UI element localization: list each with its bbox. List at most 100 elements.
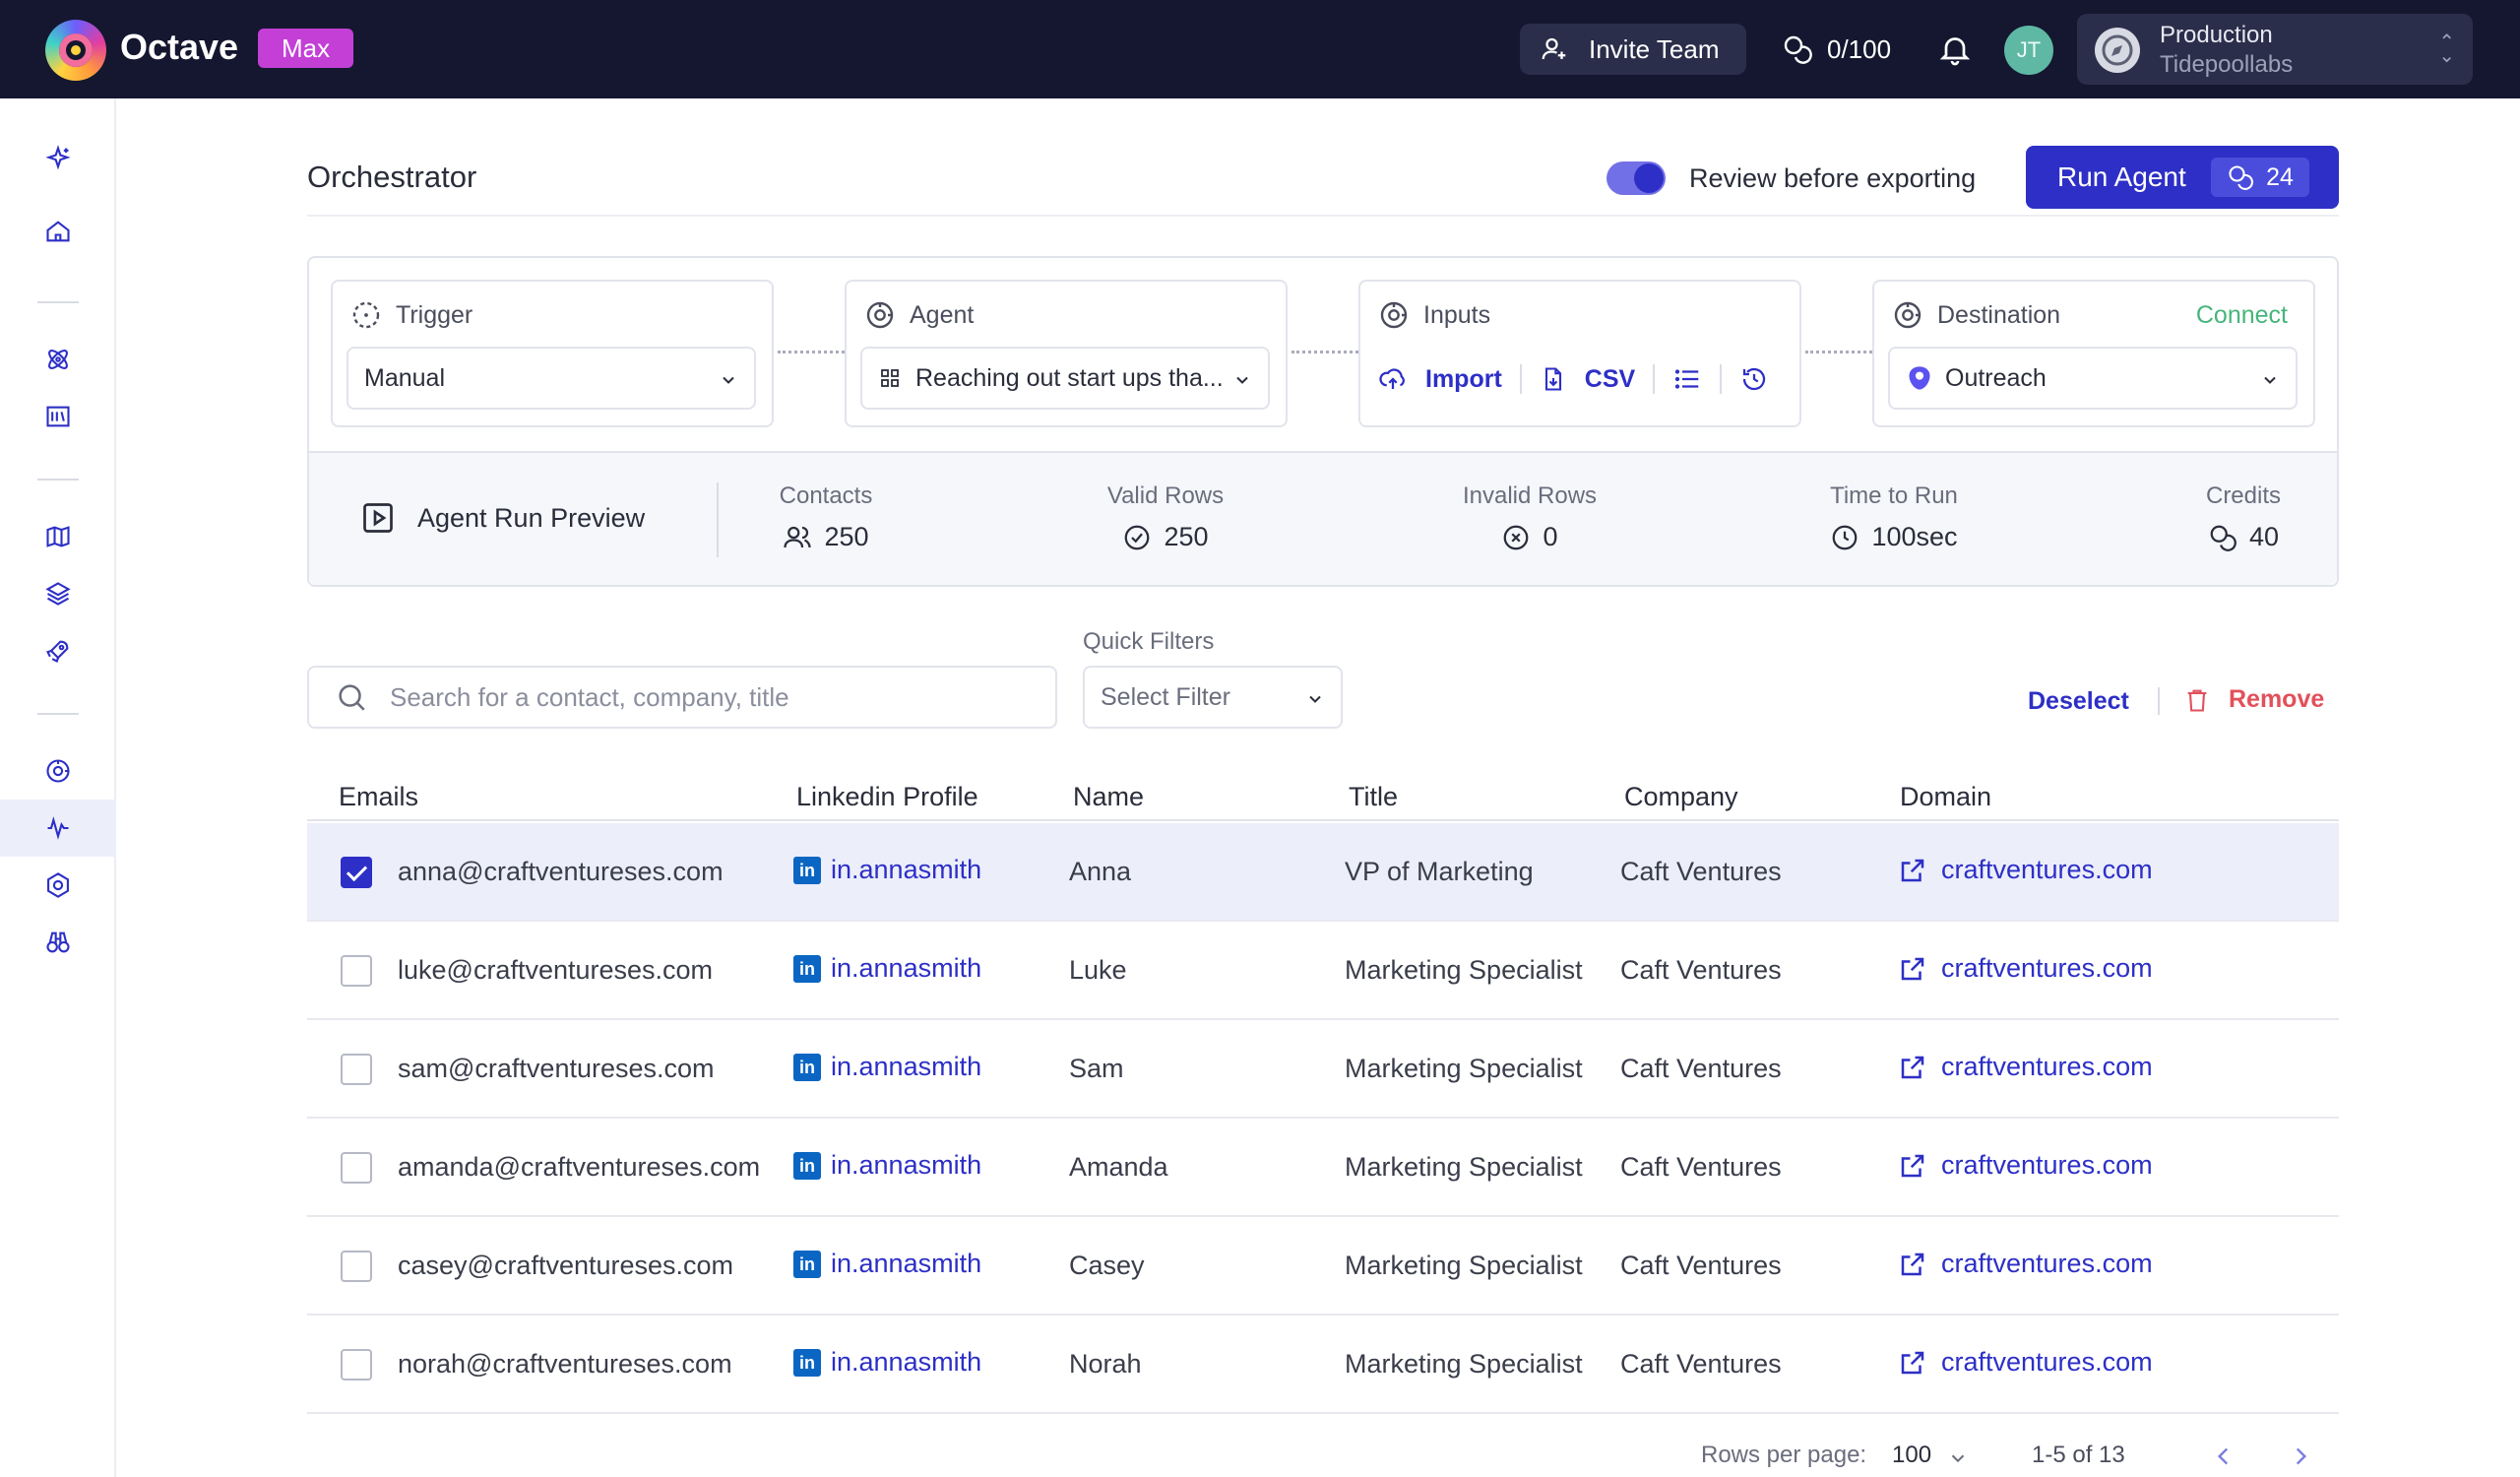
pulse-icon[interactable]: [0, 800, 116, 857]
agent-select[interactable]: Reaching out start ups tha...: [860, 347, 1270, 410]
linkedin-handle: in.annasmith: [831, 855, 982, 884]
title-cell: Marketing Specialist: [1345, 1152, 1583, 1182]
file-icon[interactable]: [1540, 365, 1567, 393]
linkedin-link[interactable]: in in.annasmith: [793, 1150, 981, 1181]
linkedin-link[interactable]: in in.annasmith: [793, 1347, 981, 1378]
table-row[interactable]: sam@craftventureses.com in in.annasmith S…: [307, 1020, 2339, 1119]
sparkle-icon[interactable]: [0, 130, 116, 187]
company-cell: Caft Ventures: [1620, 1251, 1782, 1280]
destination-select[interactable]: Outreach: [1888, 347, 2298, 410]
import-button[interactable]: Import: [1425, 364, 1502, 393]
rows-per-page-label: Rows per page:: [1701, 1442, 1867, 1468]
domain-link[interactable]: craftventures.com: [1898, 1150, 2153, 1181]
column-header-linkedin[interactable]: Linkedin Profile: [796, 782, 978, 811]
column-header-name[interactable]: Name: [1073, 782, 1145, 811]
linkedin-link[interactable]: in in.annasmith: [793, 953, 981, 984]
row-checkbox[interactable]: [341, 955, 372, 987]
outreach-logo-icon: [1909, 366, 1930, 390]
search-box[interactable]: [307, 666, 1057, 729]
remove-button[interactable]: Remove: [2183, 685, 2324, 714]
page-range: 1-5 of 13: [2032, 1442, 2125, 1468]
rows-per-page-select[interactable]: 100: [1892, 1442, 1932, 1468]
linkedin-link[interactable]: in in.annasmith: [793, 1249, 981, 1279]
bell-icon[interactable]: [1937, 32, 1973, 67]
atom-icon[interactable]: [0, 331, 116, 388]
stat-value: 0: [1543, 522, 1558, 551]
column-header-company[interactable]: Company: [1624, 782, 1738, 811]
destination-label: Destination: [1937, 300, 2061, 329]
linkedin-icon: in: [793, 954, 821, 983]
layers-icon[interactable]: [0, 565, 116, 622]
linkedin-handle: in.annasmith: [831, 1249, 982, 1278]
coins-icon: [1784, 35, 1812, 64]
plan-badge: Max: [258, 29, 354, 68]
review-toggle[interactable]: [1606, 161, 1666, 195]
library-icon[interactable]: [0, 388, 116, 445]
linkedin-link[interactable]: in in.annasmith: [793, 855, 981, 885]
history-icon[interactable]: [1739, 364, 1769, 394]
domain-link[interactable]: craftventures.com: [1898, 1347, 2153, 1378]
agent-run-preview[interactable]: Agent Run Preview: [360, 500, 645, 536]
octave-logo[interactable]: [45, 20, 106, 81]
binoculars-icon[interactable]: [0, 914, 116, 971]
row-checkbox[interactable]: [341, 1152, 372, 1184]
column-header-title[interactable]: Title: [1349, 782, 1399, 811]
credits-value: 0/100: [1827, 33, 1892, 64]
deselect-button[interactable]: Deselect: [2028, 687, 2129, 715]
compass-icon: [2095, 28, 2140, 73]
quick-filter-select[interactable]: Select Filter: [1083, 666, 1343, 729]
workspace-switcher[interactable]: Production Tidepoollabs ⌃ ⌄: [2077, 14, 2473, 85]
email-cell: sam@craftventureses.com: [398, 1054, 715, 1083]
domain-text: craftventures.com: [1941, 1052, 2153, 1081]
row-checkbox[interactable]: [341, 1251, 372, 1282]
email-cell: casey@craftventureses.com: [398, 1251, 734, 1280]
column-header-emails[interactable]: Emails: [339, 782, 419, 811]
table-row[interactable]: amanda@craftventureses.com in in.annasmit…: [307, 1119, 2339, 1217]
trigger-select[interactable]: Manual: [346, 347, 756, 410]
table-row[interactable]: anna@craftventureses.com in in.annasmith …: [307, 823, 2339, 922]
title-cell: VP of Marketing: [1345, 857, 1534, 886]
column-header-domain[interactable]: Domain: [1900, 782, 1992, 811]
domain-link[interactable]: craftventures.com: [1898, 855, 2153, 885]
table-row[interactable]: casey@craftventureses.com in in.annasmith…: [307, 1217, 2339, 1316]
search-input[interactable]: [390, 681, 1020, 713]
chevron-down-icon[interactable]: [1947, 1447, 1969, 1469]
destination-card: Destination Connect Outreach: [1872, 280, 2315, 427]
row-checkbox[interactable]: [341, 1349, 372, 1381]
chevron-left-icon[interactable]: [2211, 1444, 2236, 1469]
preview-title: Agent Run Preview: [417, 502, 646, 533]
step-connector: [778, 351, 845, 354]
title-cell: Marketing Specialist: [1345, 1054, 1583, 1083]
run-agent-button[interactable]: Run Agent 24: [2026, 146, 2339, 209]
map-icon[interactable]: [0, 508, 116, 565]
user-plus-icon: [1542, 37, 1566, 60]
agent-icon[interactable]: [0, 742, 116, 800]
user-avatar[interactable]: JT: [2004, 26, 2053, 75]
chevron-right-icon[interactable]: [2288, 1444, 2313, 1469]
domain-link[interactable]: craftventures.com: [1898, 953, 2153, 984]
list-icon[interactable]: [1672, 364, 1702, 394]
rocket-icon[interactable]: [0, 622, 116, 679]
invite-team-button[interactable]: Invite Team: [1520, 24, 1746, 75]
connect-link[interactable]: Connect: [2195, 301, 2288, 329]
divider: [717, 482, 719, 557]
credits-counter[interactable]: 0/100: [1782, 24, 1891, 75]
coins-icon: [2229, 165, 2254, 190]
settings-icon[interactable]: [0, 857, 116, 914]
upload-cloud-icon[interactable]: [1378, 364, 1408, 394]
home-icon[interactable]: [0, 203, 116, 260]
table-row[interactable]: luke@craftventureses.com in in.annasmith …: [307, 922, 2339, 1020]
linkedin-handle: in.annasmith: [831, 1347, 982, 1377]
trigger-value: Manual: [364, 363, 445, 392]
domain-link[interactable]: craftventures.com: [1898, 1052, 2153, 1082]
row-checkbox[interactable]: [341, 857, 372, 888]
domain-link[interactable]: craftventures.com: [1898, 1249, 2153, 1279]
chevron-down-icon: [723, 376, 734, 384]
table-row[interactable]: norah@craftventureses.com in in.annasmith…: [307, 1316, 2339, 1414]
chevron-down-icon: [2264, 376, 2276, 384]
csv-button[interactable]: CSV: [1584, 364, 1636, 393]
linkedin-link[interactable]: in in.annasmith: [793, 1052, 981, 1082]
external-link-icon: [1901, 859, 1924, 881]
row-checkbox[interactable]: [341, 1054, 372, 1085]
linkedin-handle: in.annasmith: [831, 1052, 982, 1081]
